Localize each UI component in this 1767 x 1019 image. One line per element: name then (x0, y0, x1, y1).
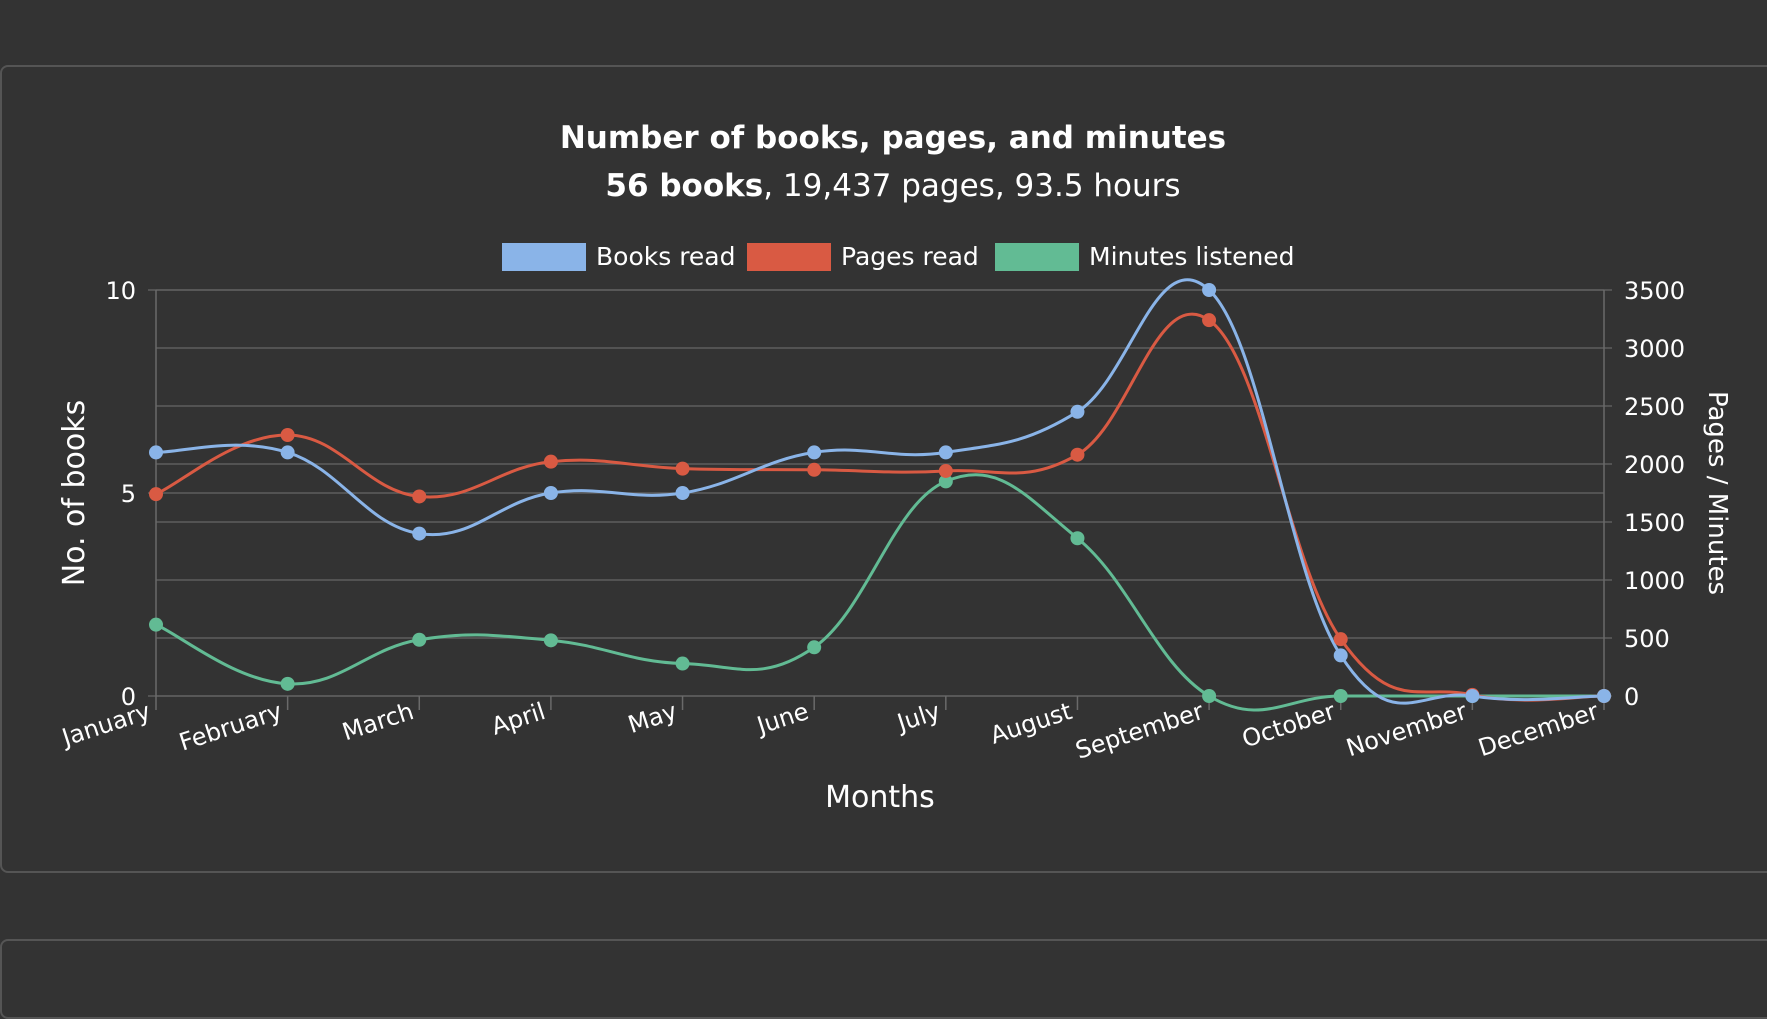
data-point-books-read[interactable] (543, 486, 558, 500)
grid-lines (148, 289, 1612, 697)
books-pages-minutes-chart: Number of books, pages, and minutes 56 b… (57, 120, 1732, 815)
series-lines (155, 278, 1605, 712)
y-right-tick-label: 3500 (1624, 277, 1685, 305)
x-tick-label: September (1072, 697, 1207, 765)
y-left-tick-label: 10 (105, 277, 136, 305)
data-point-pages-read[interactable] (938, 463, 953, 478)
data-point-pages-read[interactable] (1333, 632, 1348, 647)
x-tick-label: November (1343, 697, 1471, 762)
y-left-tick-label: 5 (121, 480, 136, 508)
y-right-tick-label: 1500 (1624, 509, 1685, 537)
data-point-books-read[interactable] (938, 445, 953, 460)
series-line-pages-read (155, 312, 1605, 702)
data-point-minutes-listened[interactable] (675, 656, 690, 671)
data-point-books-read[interactable] (280, 445, 295, 460)
x-axis-label: Months (825, 780, 935, 815)
x-tick-label: June (752, 697, 812, 740)
data-point-books-read[interactable] (675, 486, 690, 500)
data-point-pages-read[interactable] (807, 462, 822, 477)
y-right-tick-label: 500 (1624, 625, 1670, 653)
x-tick-label: July (892, 697, 944, 738)
y-left-tick-label: 0 (121, 683, 136, 711)
series-line-books-read (155, 278, 1605, 705)
data-point-books-read[interactable] (1333, 648, 1348, 663)
data-point-minutes-listened[interactable] (543, 633, 558, 648)
legend-label-minutes-listened[interactable]: Minutes listened (1089, 242, 1295, 271)
chart-subtitle: 56 books, 19,437 pages, 93.5 hours (605, 168, 1180, 204)
y-right-tick-label: 0 (1624, 683, 1639, 711)
data-point-minutes-listened[interactable] (280, 676, 295, 691)
chart-legend: Books read Pages read Minutes listened (502, 242, 1295, 271)
data-point-books-read[interactable] (1465, 689, 1480, 703)
chart-title: Number of books, pages, and minutes (560, 120, 1226, 156)
y-right-tick-label: 2000 (1624, 451, 1685, 479)
data-point-books-read[interactable] (807, 445, 822, 460)
data-point-minutes-listened[interactable] (1202, 689, 1217, 703)
data-point-pages-read[interactable] (1202, 313, 1217, 328)
y-axis-label-right: Pages / Minutes (1702, 391, 1732, 595)
series-line-minutes-listened (155, 473, 1604, 712)
chart-card (0, 65, 1767, 873)
x-tick-label: August (987, 697, 1076, 750)
data-point-pages-read[interactable] (675, 461, 690, 476)
legend-swatch-pages-read (747, 243, 831, 271)
y-right-tick-label: 1000 (1624, 567, 1685, 595)
y-right-tick-label: 3000 (1624, 335, 1685, 363)
y-right-tick-label: 2500 (1624, 393, 1685, 421)
legend-label-pages-read[interactable]: Pages read (841, 242, 979, 271)
data-point-books-read[interactable] (1070, 404, 1085, 419)
x-tick-label: May (625, 697, 681, 739)
data-point-books-read[interactable] (149, 445, 163, 460)
data-point-pages-read[interactable] (149, 487, 163, 502)
legend-label-books-read[interactable]: Books read (596, 242, 736, 271)
data-point-pages-read[interactable] (412, 489, 427, 504)
data-point-minutes-listened[interactable] (1333, 689, 1348, 703)
data-point-minutes-listened[interactable] (412, 632, 427, 647)
data-point-pages-read[interactable] (280, 428, 295, 442)
legend-swatch-books-read (502, 243, 586, 271)
data-point-books-read[interactable] (1597, 689, 1611, 703)
data-point-books-read[interactable] (412, 526, 427, 541)
data-point-minutes-listened[interactable] (807, 640, 822, 655)
x-tick-label: January (57, 697, 154, 752)
x-tick-label: February (176, 697, 286, 756)
series-points (149, 283, 1611, 703)
data-point-minutes-listened[interactable] (1070, 531, 1085, 546)
legend-swatch-minutes-listened (995, 243, 1079, 271)
y-axis-label-left: No. of books (57, 400, 92, 587)
data-point-pages-read[interactable] (543, 454, 558, 469)
data-point-books-read[interactable] (1202, 283, 1217, 297)
x-tick-label: December (1475, 697, 1602, 762)
x-tick-label: March (339, 697, 417, 746)
data-point-pages-read[interactable] (1070, 447, 1085, 462)
books-total: 56 books (605, 168, 763, 204)
data-point-minutes-listened[interactable] (938, 474, 953, 489)
data-point-minutes-listened[interactable] (149, 617, 163, 632)
subtitle-rest: , 19,437 pages, 93.5 hours (763, 168, 1180, 204)
x-tick-label: April (488, 697, 549, 741)
